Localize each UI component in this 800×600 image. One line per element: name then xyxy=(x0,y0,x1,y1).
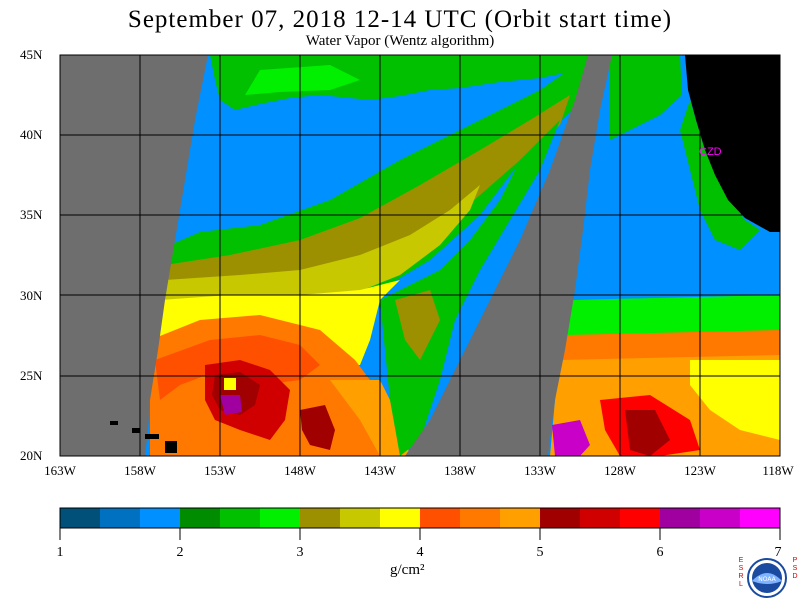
colorbar-tick-label: 6 xyxy=(656,545,664,560)
colorbar-swatch xyxy=(660,508,701,528)
lon-label: 128W xyxy=(604,463,636,478)
colorbar-swatch xyxy=(60,508,101,528)
colorbar-swatch xyxy=(620,508,661,528)
city-label-czd: CZD xyxy=(699,146,722,158)
colorbar-swatch xyxy=(420,508,461,528)
hurricane-eye xyxy=(224,378,236,390)
map-subtitle: Water Vapor (Wentz algorithm) xyxy=(305,33,495,49)
colorbar-swatch xyxy=(340,508,381,528)
no-data-gap-center xyxy=(405,55,612,456)
colorbar-swatch xyxy=(300,508,341,528)
colorbar-tick-label: 1 xyxy=(56,545,64,560)
emblem-gull xyxy=(752,573,782,584)
lat-label: 40N xyxy=(20,127,43,143)
noaa-emblem: NOAA xyxy=(747,558,787,598)
land-north-america xyxy=(685,55,780,232)
lon-label: 143W xyxy=(364,463,396,478)
colorbar-units: g/cm² xyxy=(390,562,425,578)
east-magenta xyxy=(552,420,590,456)
moisture-band-olive xyxy=(165,95,570,290)
coastal-green-north xyxy=(610,55,682,140)
colorbar-swatch xyxy=(100,508,141,528)
low-vapor-region xyxy=(170,55,600,245)
green-patch xyxy=(245,65,360,95)
island-oahu xyxy=(132,428,140,433)
lat-label: 45N xyxy=(20,47,43,62)
hurricane-eye-purple xyxy=(220,395,242,415)
colorbar-swatch xyxy=(540,508,581,528)
emblem-text: NOAA xyxy=(758,576,776,583)
colorbar-swatch xyxy=(380,508,421,528)
lat-label: 30N xyxy=(20,287,43,303)
colorbar-swatch xyxy=(740,508,781,528)
east-green-strip xyxy=(565,295,780,340)
lon-label: 158W xyxy=(124,463,156,478)
colorbar-swatch xyxy=(260,508,301,528)
lat-label: 25N xyxy=(20,367,43,383)
colorbar-tick-label: 4 xyxy=(416,545,424,560)
lon-label: 148W xyxy=(284,463,316,478)
island-maui xyxy=(145,434,159,439)
map-title: September 07, 2018 12-14 UTC (Orbit star… xyxy=(127,6,673,33)
map-plot-area xyxy=(60,55,780,456)
lat-label: 20N xyxy=(20,448,43,463)
moisture-band-green xyxy=(160,55,610,300)
colorbar-swatch xyxy=(220,508,261,528)
colorbar-frame xyxy=(59,507,781,529)
colorbar-swatch xyxy=(140,508,181,528)
olive-patch xyxy=(395,290,440,360)
red-patch xyxy=(300,405,335,450)
island-hawaii xyxy=(165,441,177,453)
colorbar-swatch xyxy=(580,508,621,528)
east-dark-red xyxy=(625,410,670,456)
no-data-gap-west xyxy=(60,55,208,456)
colorbar-swatch xyxy=(700,508,741,528)
colorbar-tick-label: 3 xyxy=(296,545,304,560)
moisture-band-yellow-green xyxy=(165,185,480,305)
lat-label: 35N xyxy=(20,207,43,223)
colorbar-swatch xyxy=(460,508,501,528)
island-kauai xyxy=(110,421,118,425)
lon-label: 133W xyxy=(524,463,556,478)
colorbar-swatch xyxy=(180,508,221,528)
colorbar-swatch xyxy=(500,508,541,528)
colorbar xyxy=(59,508,781,540)
lon-label: 163W xyxy=(44,463,76,478)
lon-label: 138W xyxy=(444,463,476,478)
colorbar-tick-label: 7 xyxy=(774,545,782,560)
lon-label: 123W xyxy=(684,463,716,478)
lon-label: 153W xyxy=(204,463,236,478)
green-tongue xyxy=(380,120,560,456)
map-frame xyxy=(59,54,781,457)
colorbar-tick-label: 2 xyxy=(176,545,184,560)
colorbar-tick-label: 5 xyxy=(536,545,544,560)
lon-label: 118W xyxy=(762,463,794,478)
east-yellow xyxy=(690,360,780,440)
orange-patch xyxy=(330,380,410,456)
map-grid xyxy=(60,55,780,456)
